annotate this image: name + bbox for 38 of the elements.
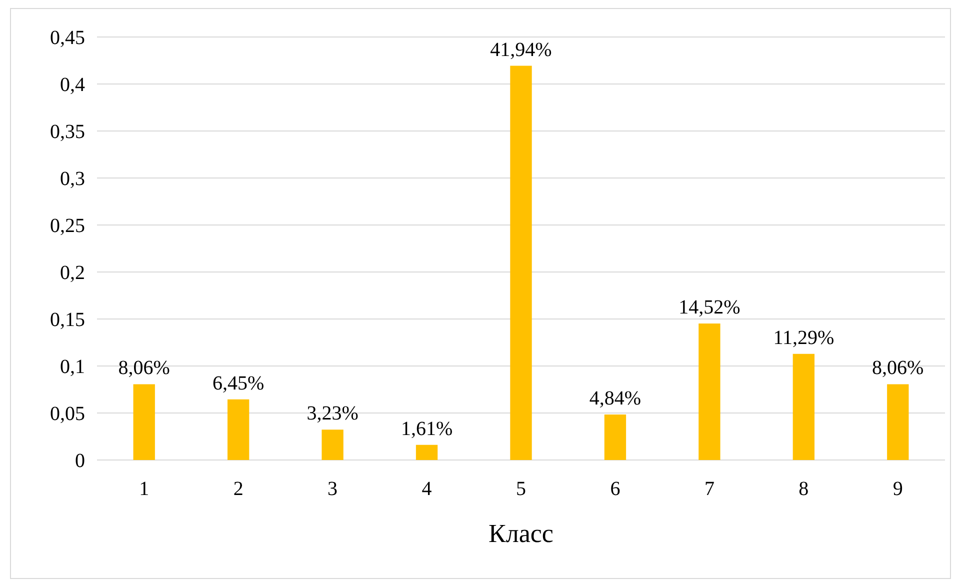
y-tick-label: 0,05 <box>50 403 85 425</box>
y-tick-label: 0,25 <box>50 215 85 237</box>
bar <box>416 444 438 460</box>
bar <box>510 66 532 460</box>
x-tick-label: 6 <box>610 478 620 500</box>
x-tick-label: 3 <box>328 478 338 500</box>
x-tick-label: 1 <box>139 478 150 500</box>
bar <box>322 430 344 460</box>
x-tick-label: 5 <box>516 478 526 500</box>
y-tick-label: 0,4 <box>60 74 85 96</box>
y-tick-label: 0,1 <box>60 356 85 378</box>
data-label: 6,45% <box>212 372 264 394</box>
x-tick-label: 7 <box>704 478 714 500</box>
x-tick-label: 4 <box>422 478 432 500</box>
x-tick-label: 2 <box>233 478 244 500</box>
data-label: 11,29% <box>773 326 834 349</box>
y-tick-label: 0,15 <box>50 309 85 331</box>
data-label: 3,23% <box>306 402 358 425</box>
x-tick-label: 9 <box>892 478 903 500</box>
data-label: 8,06% <box>872 357 924 380</box>
y-tick-label: 0,45 <box>50 27 85 49</box>
y-tick-label: 0,2 <box>60 262 85 284</box>
bar <box>887 384 909 460</box>
y-tick-label: 0,35 <box>50 121 85 143</box>
data-label: 8,06% <box>118 357 170 380</box>
bar <box>228 399 250 460</box>
data-label: 4,84% <box>589 388 642 410</box>
data-label: 1,61% <box>400 418 453 440</box>
data-label: 41,94% <box>490 38 552 61</box>
y-tick-label: 0,3 <box>60 168 85 190</box>
x-axis-title: Класс <box>488 519 554 548</box>
data-label: 14,52% <box>678 296 740 319</box>
bar <box>792 354 814 460</box>
bar <box>698 324 720 460</box>
bar <box>604 414 626 460</box>
x-tick-label: 8 <box>798 478 809 500</box>
y-tick-label: 0 <box>75 450 85 472</box>
bar <box>133 384 155 460</box>
